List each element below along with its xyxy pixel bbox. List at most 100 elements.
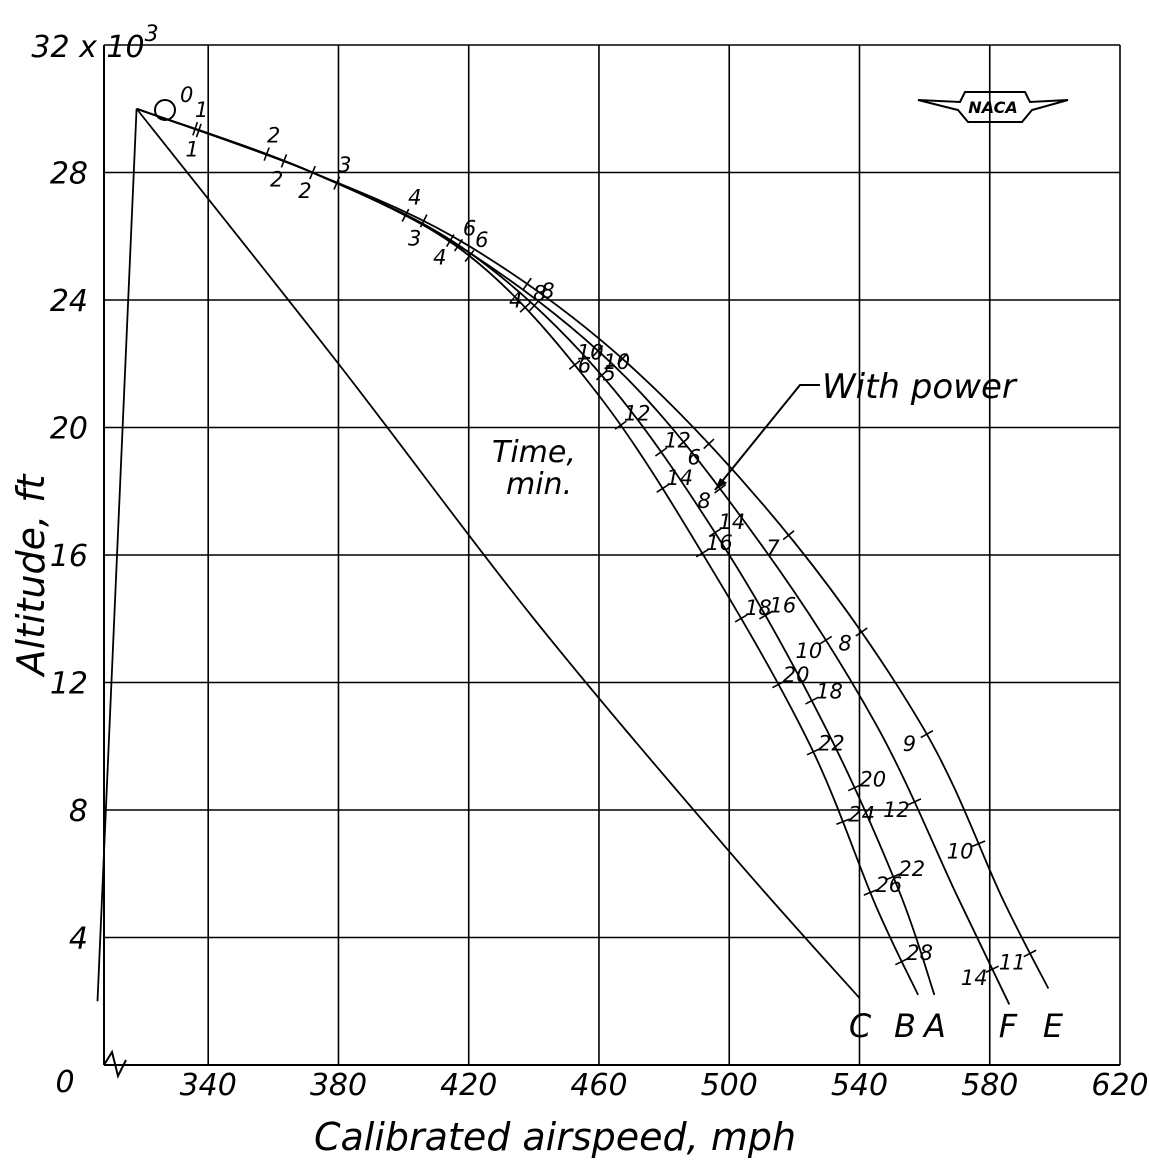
series-line-c: [135, 108, 861, 999]
with-power-annotation: With power: [822, 367, 1018, 407]
time-mark-e-11-tick: [1023, 949, 1037, 958]
time-mark-f-10-tick: [819, 635, 833, 645]
series-line-climb: [96, 108, 138, 1002]
x-tick-label-540: 540: [831, 1068, 888, 1103]
time-mark-b-8-tick: [519, 302, 531, 313]
time-mark-e-4-tick: [522, 277, 532, 291]
naca-logo-wing: [917, 91, 1069, 123]
time-mark-e-11-label: 11: [999, 951, 1026, 975]
curve-letter-e: E: [1043, 1007, 1064, 1045]
time-mark-b-18-label: 18: [745, 596, 772, 620]
y-tick-label-12: 12: [50, 667, 88, 702]
time-mark-e-9-tick: [920, 729, 934, 739]
time-mark-b-22-tick: [806, 748, 820, 756]
y-axis-title: Altitude, ft: [9, 472, 53, 678]
time-label-line1: Time,: [492, 435, 576, 470]
time-mark-e-3-tick: [419, 214, 428, 228]
time-mark-b-10-label: 10: [577, 340, 604, 364]
series-layer: [96, 107, 1050, 1005]
time-mark-b-28-tick: [895, 957, 909, 966]
time-mark-e-7-tick: [782, 530, 795, 541]
x-tick-label-380: 380: [310, 1068, 367, 1103]
time-mark-a-18-tick: [805, 696, 819, 705]
time-mark-b-4-label: 4: [408, 186, 421, 210]
x-tick-label-500: 500: [701, 1068, 758, 1103]
time-mark-b-12-label: 12: [624, 402, 651, 426]
time-mark-a-14-tick: [708, 528, 722, 538]
time-mark-f-6-label: 6: [578, 354, 591, 378]
time-mark-e-1-label: 1: [186, 137, 199, 161]
time-mark-f-6-tick: [592, 345, 604, 357]
y-top-label: 32 x 103: [31, 22, 158, 65]
time-mark-a-22-tick: [886, 873, 901, 881]
time-mark-b-1-label: 1: [195, 98, 208, 122]
start-point-label: 0: [180, 83, 193, 107]
x-tick-label-420: 420: [440, 1068, 497, 1103]
time-mark-e-5-tick: [617, 353, 628, 365]
time-mark-a-6-label: 6: [463, 217, 476, 241]
time-mark-a-8-label: 8: [541, 279, 554, 303]
time-mark-b-20-tick: [772, 680, 786, 689]
time-mark-e-5-label: 5: [602, 362, 615, 386]
time-mark-b-1-tick: [192, 121, 199, 136]
time-mark-e-10-label: 10: [947, 839, 974, 863]
series-line-f: [136, 107, 1011, 1005]
series-line-a: [136, 107, 936, 996]
time-mark-e-2-label: 2: [298, 179, 311, 203]
time-mark-e-8-tick: [855, 627, 868, 637]
time-mark-b-26-tick: [863, 889, 878, 896]
x-axis-title: Calibrated airspeed, mph: [314, 1115, 796, 1159]
curve-letter-layer: ABC EF: [849, 1007, 1064, 1045]
time-mark-a-16-tick: [759, 611, 772, 620]
naca-logo: NACA: [917, 91, 1069, 123]
time-mark-e-6-label: 6: [688, 445, 701, 469]
time-mark-f-8-tick: [714, 483, 727, 494]
time-mark-b-16-tick: [695, 548, 709, 558]
time-mark-b-12-tick: [614, 420, 627, 430]
y-top-base: 32 x 10: [31, 30, 144, 65]
curve-letter-a: A: [922, 1007, 946, 1045]
axis-break: [103, 1049, 127, 1079]
y-top-exponent: 3: [145, 22, 159, 47]
x-tick-label-580: 580: [961, 1068, 1018, 1103]
time-mark-b-16-label: 16: [706, 531, 733, 555]
time-mark-f-4-label: 4: [433, 246, 446, 270]
time-mark-b-2-label: 2: [267, 123, 280, 147]
time-mark-b-10-tick: [568, 359, 581, 370]
time-mark-b-6-label: 6: [475, 228, 488, 252]
time-mark-a-16-label: 16: [769, 593, 796, 617]
time-mark-e-6-tick: [703, 438, 715, 450]
y-tick-label-20: 20: [50, 412, 88, 447]
y-tick-label-4: 4: [69, 922, 88, 957]
time-mark-a-10-tick: [595, 370, 608, 381]
time-mark-e-7-label: 7: [766, 536, 780, 560]
curve-letter-c: C: [849, 1007, 872, 1045]
time-mark-b-3-label: 3: [338, 153, 351, 177]
y-tick-label-16: 16: [50, 539, 88, 574]
y-tick-label-24: 24: [50, 284, 88, 319]
time-mark-b-24-label: 24: [848, 802, 875, 826]
time-mark-f-4-tick: [445, 234, 455, 247]
time-mark-e-9-label: 9: [903, 732, 916, 756]
time-mark-e-1-tick: [195, 123, 202, 138]
time-mark-f-14-label: 14: [961, 966, 988, 990]
time-mark-b-26-label: 26: [875, 873, 902, 897]
time-mark-e-2-tick: [309, 165, 316, 180]
time-mark-b-18-tick: [734, 614, 748, 623]
with-power-leader: [714, 384, 820, 491]
y-tick-label-8: 8: [69, 794, 88, 829]
time-mark-f-10-label: 10: [796, 639, 823, 663]
time-mark-e-10-tick: [971, 840, 986, 848]
time-label-line2: min.: [506, 467, 572, 502]
time-mark-b-3-tick: [333, 176, 341, 190]
grid: [103, 44, 1121, 1079]
time-mark-b-8-label: 8: [533, 282, 546, 306]
time-mark-a-20-label: 20: [859, 767, 886, 791]
naca-logo-text: NACA: [968, 98, 1017, 117]
y-tick-label-28: 28: [50, 157, 88, 192]
time-mark-b-6-tick: [464, 249, 475, 262]
time-mark-a-8-tick: [529, 299, 540, 312]
time-mark-f-2-tick: [280, 154, 288, 168]
